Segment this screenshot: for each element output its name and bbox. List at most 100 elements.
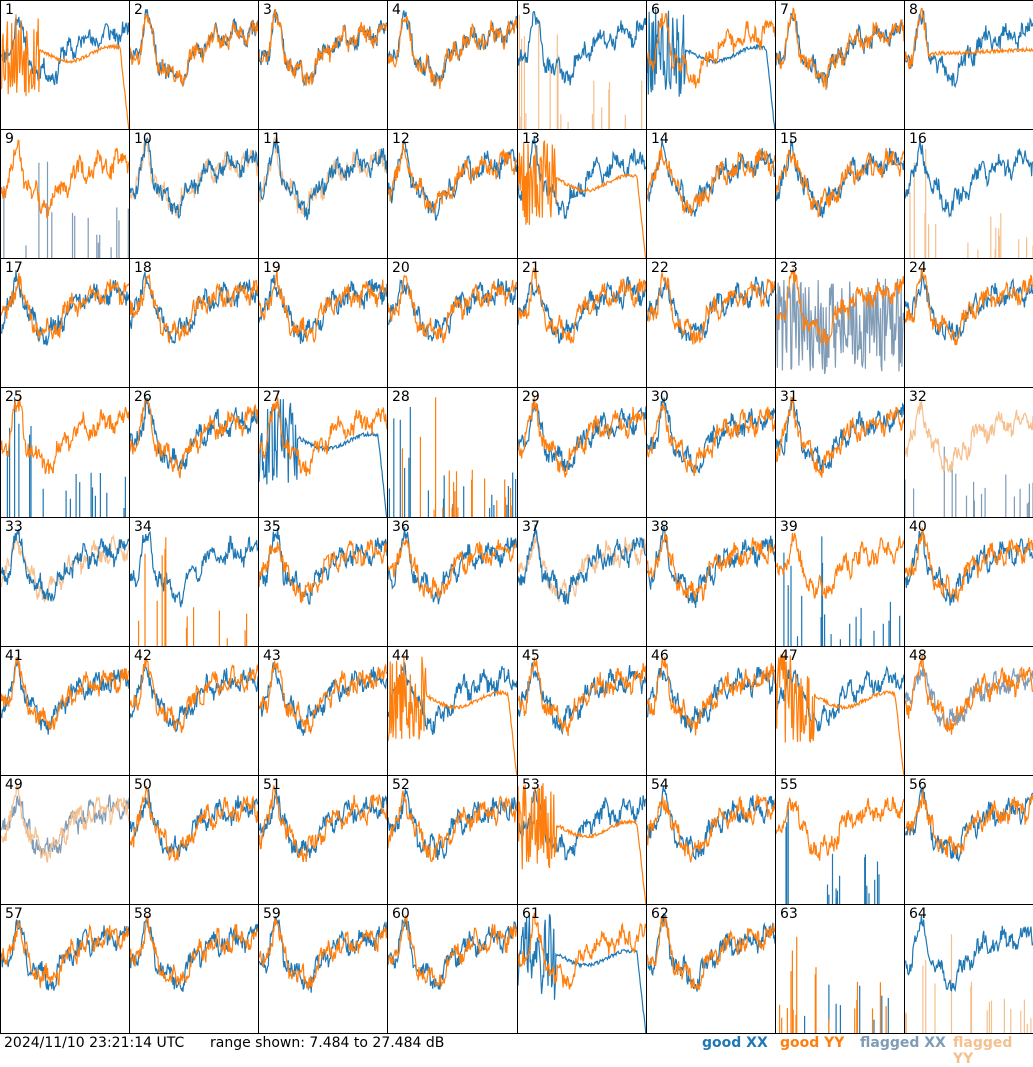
flagged-yy-trace (905, 401, 1033, 473)
panel-label: 13 (522, 131, 540, 147)
antenna-panel-8: 8 (904, 0, 1033, 130)
antenna-panel-53: 53 (517, 775, 647, 905)
antenna-panel-plot (1, 528, 129, 603)
panel-label: 51 (263, 777, 281, 793)
good-xx-trace (130, 530, 258, 608)
good-xx-trace (1, 16, 129, 86)
antenna-panel-plot (130, 272, 258, 345)
antenna-panel-plot (259, 397, 387, 517)
panel-label: 36 (392, 519, 410, 535)
panel-label: 15 (780, 131, 798, 147)
good-yy-trace (647, 532, 775, 602)
panel-label: 3 (263, 2, 272, 18)
antenna-panel-plot (647, 272, 775, 345)
good-yy-trace (130, 658, 258, 733)
antenna-panel-25: 25 (0, 387, 130, 518)
antenna-panel-plot (1, 139, 129, 258)
good-yy-trace (905, 527, 1033, 604)
panel-label: 34 (134, 519, 152, 535)
antenna-panel-21: 21 (517, 258, 647, 388)
antenna-panel-15: 15 (775, 129, 905, 259)
good-xx-trace (905, 529, 1033, 606)
panel-label: 29 (522, 389, 540, 405)
good-yy-trace (776, 396, 904, 478)
good-yy-trace (518, 912, 646, 990)
antenna-panel-54: 54 (646, 775, 776, 905)
good-yy-trace (388, 538, 517, 599)
antenna-panel-36: 36 (387, 517, 518, 647)
good-yy-trace (518, 395, 646, 478)
panel-label: 24 (909, 260, 927, 276)
timestamp: 2024/11/10 23:21:14 UTC (4, 1035, 185, 1051)
good-yy-trace (905, 789, 1033, 858)
good-yy-trace (388, 143, 517, 214)
antenna-panel-plot (1, 397, 129, 517)
good-yy-trace (259, 917, 387, 989)
panel-label: 49 (5, 777, 23, 793)
good-yy-trace (259, 268, 387, 343)
flagged-yy-trace (130, 140, 258, 219)
good-yy-trace (259, 397, 387, 477)
antenna-panel-57: 57 (0, 904, 130, 1034)
antenna-panel-48: 48 (904, 646, 1033, 776)
good-xx-trace (388, 140, 517, 221)
panel-label: 4 (392, 2, 401, 18)
good-xx-trace (388, 527, 517, 605)
good-yy-trace (647, 272, 775, 345)
panel-label: 56 (909, 777, 927, 793)
antenna-panel-plot (905, 915, 1033, 1033)
legend-flagged-xx: flagged XX (860, 1035, 946, 1051)
antenna-panel-plot (776, 7, 904, 91)
good-xx-trace (259, 527, 387, 605)
good-yy-trace (518, 656, 646, 737)
antenna-panel-plot (905, 139, 1033, 258)
antenna-panel-6: 6 (646, 0, 776, 130)
antenna-panel-plot (776, 532, 904, 646)
antenna-panel-17: 17 (0, 258, 130, 388)
antenna-panel-plot (1, 782, 129, 864)
antenna-panel-plot (130, 137, 258, 219)
antenna-panel-45: 45 (517, 646, 647, 776)
antenna-panel-plot (647, 8, 775, 129)
good-yy-trace (647, 147, 775, 217)
good-xx-trace (518, 10, 646, 86)
antenna-panel-11: 11 (258, 129, 388, 259)
antenna-panel-plot (518, 656, 646, 737)
good-xx-trace (518, 914, 646, 1033)
good-yy-trace (518, 267, 646, 344)
good-xx-trace (783, 536, 901, 646)
good-yy-trace (138, 537, 248, 646)
panel-label: 23 (780, 260, 798, 276)
good-xx-trace (130, 397, 258, 471)
good-yy-trace (388, 654, 517, 775)
antenna-panel-39: 39 (775, 517, 905, 647)
antenna-panel-56: 56 (904, 775, 1033, 905)
panel-label: 63 (780, 906, 798, 922)
good-xx-trace (259, 399, 387, 517)
antenna-panel-41: 41 (0, 646, 130, 776)
panel-label: 5 (522, 2, 531, 18)
antenna-panel-30: 30 (646, 387, 776, 518)
panel-label: 25 (5, 389, 23, 405)
antenna-panel-35: 35 (258, 517, 388, 647)
good-yy-trace (259, 659, 387, 735)
antenna-panel-37: 37 (517, 517, 647, 647)
good-yy-trace (130, 274, 258, 345)
panel-label: 43 (263, 648, 281, 664)
good-xx-trace (518, 136, 646, 220)
good-yy-trace (130, 915, 258, 986)
good-xx-trace (647, 526, 775, 608)
good-xx-trace (259, 662, 387, 736)
antenna-panel-16: 16 (904, 129, 1033, 259)
panel-label: 33 (5, 519, 23, 535)
antenna-panel-5: 5 (517, 0, 647, 130)
panel-label: 8 (909, 2, 918, 18)
panel-label: 9 (5, 131, 14, 147)
antenna-panel-28: 28 (387, 387, 518, 518)
panel-label: 11 (263, 131, 281, 147)
good-xx-trace (518, 524, 646, 605)
legend-good-yy: good YY (780, 1035, 845, 1051)
panel-label: 57 (5, 906, 23, 922)
good-yy-trace (1, 272, 129, 340)
panel-label: 27 (263, 389, 281, 405)
